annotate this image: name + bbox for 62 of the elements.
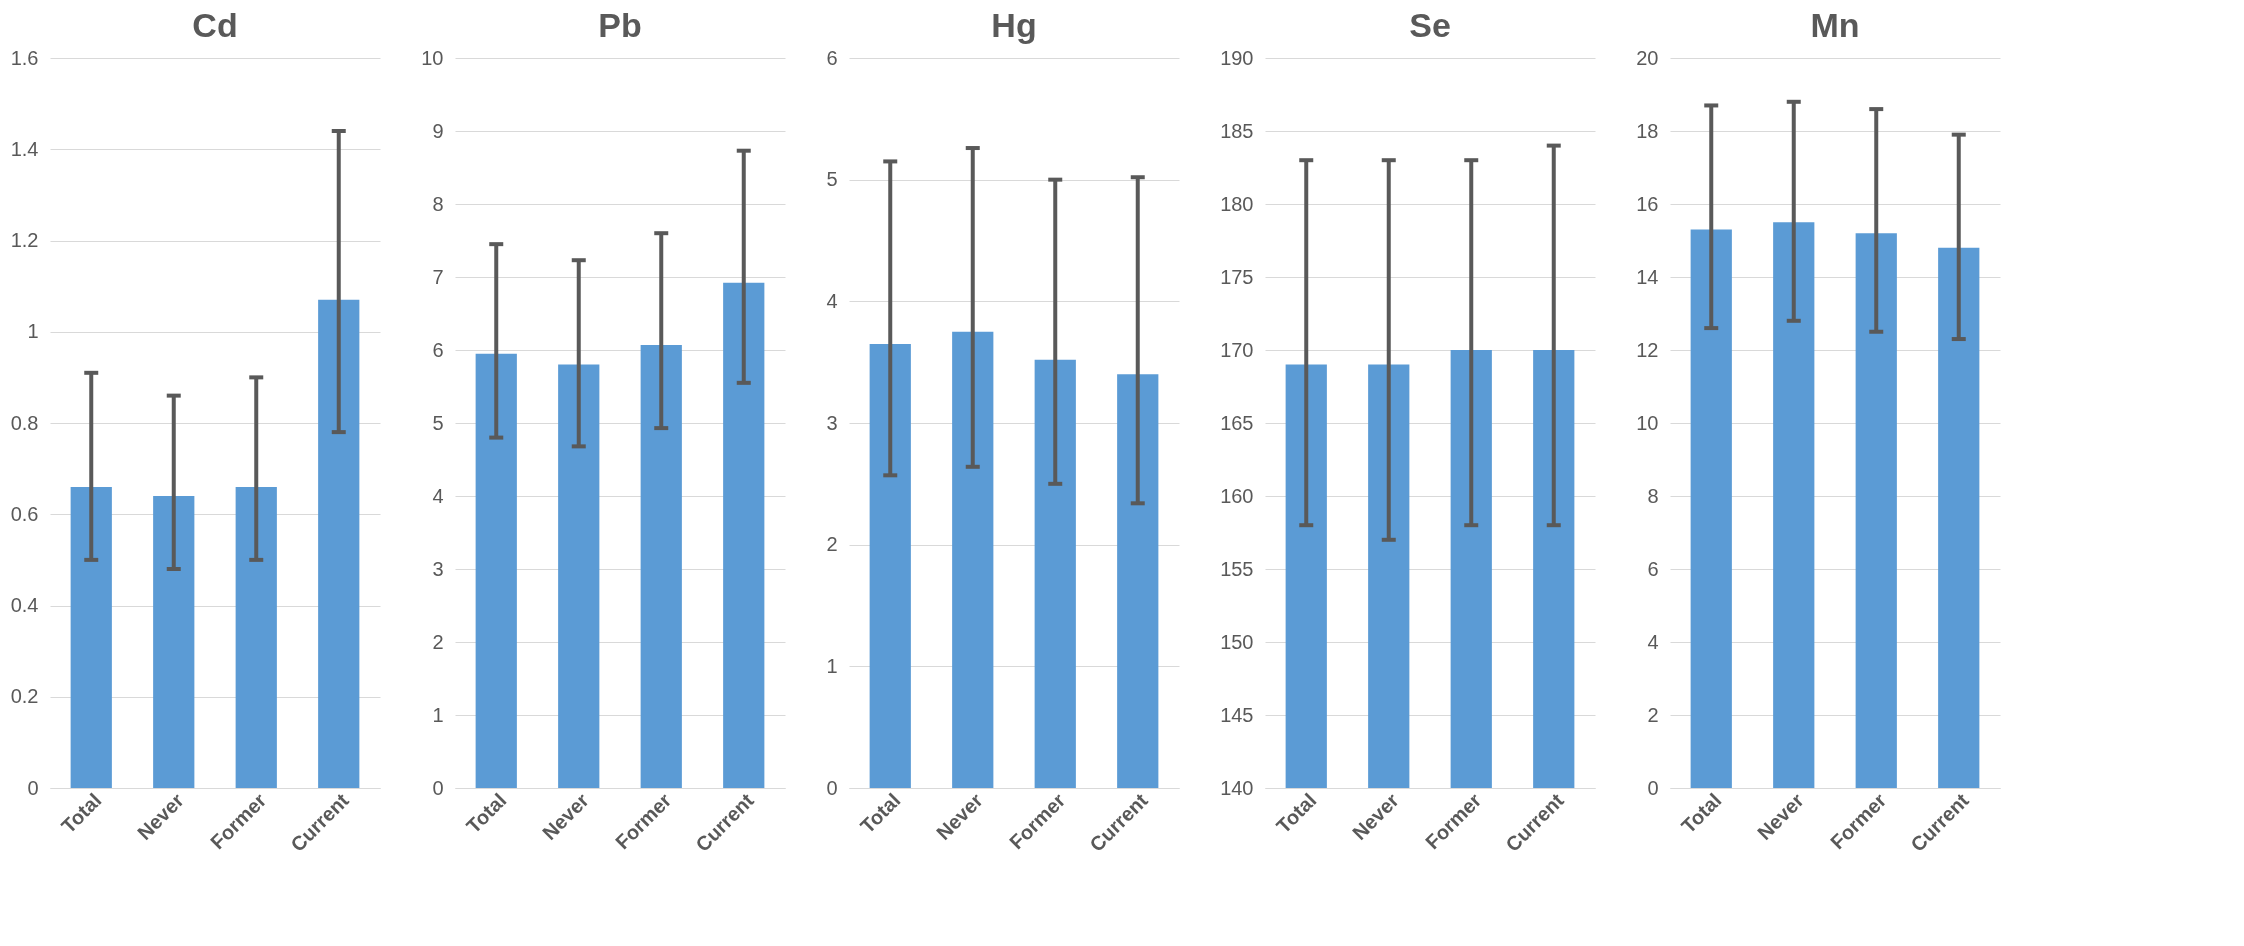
y-tick-label: 3 — [826, 411, 838, 434]
y-tick-label: 0.8 — [10, 411, 39, 434]
y-tick-label: 0 — [1647, 776, 1659, 799]
y-tick-label: 6 — [826, 46, 838, 69]
y-tick-label: 8 — [432, 192, 444, 215]
y-tick-label: 1.4 — [10, 137, 39, 160]
y-tick-label: 165 — [1220, 411, 1254, 434]
y-tick-label: 4 — [432, 484, 444, 507]
y-tick-label: 18 — [1636, 119, 1659, 142]
y-tick-label: 170 — [1220, 338, 1254, 361]
y-tick-label: 4 — [826, 289, 838, 312]
bar — [558, 364, 600, 788]
bar — [318, 299, 360, 788]
y-tick-label: 8 — [1647, 484, 1659, 507]
y-tick-label: 160 — [1220, 484, 1254, 507]
y-tick-label: 145 — [1220, 703, 1254, 726]
y-tick-label: 14 — [1636, 265, 1659, 288]
bar — [235, 486, 277, 788]
y-tick-label: 155 — [1220, 557, 1254, 580]
y-tick-label: 0 — [27, 776, 39, 799]
y-tick-label: 1.2 — [10, 229, 39, 251]
y-tick-label: 5 — [826, 168, 838, 191]
y-tick-label: 20 — [1636, 46, 1659, 69]
y-tick-label: 9 — [432, 119, 444, 142]
y-tick-label: 190 — [1220, 46, 1254, 69]
y-tick-label: 2 — [826, 533, 838, 556]
y-tick-label: 0 — [826, 776, 838, 799]
bar — [640, 344, 682, 788]
y-tick-label: 1.6 — [10, 46, 39, 69]
bar — [153, 496, 195, 788]
y-tick-label: 6 — [1647, 557, 1659, 580]
y-tick-label: 0.6 — [10, 502, 39, 525]
chart-title: Hg — [991, 6, 1037, 44]
y-tick-label: 1 — [826, 654, 838, 677]
y-tick-label: 4 — [1647, 630, 1659, 653]
y-tick-label: 1 — [432, 703, 444, 726]
y-tick-label: 0.2 — [10, 685, 39, 708]
bar — [723, 282, 765, 788]
chart-title: Cd — [192, 6, 238, 44]
y-tick-label: 2 — [1647, 703, 1659, 726]
y-tick-label: 0 — [432, 776, 444, 799]
y-tick-label: 1 — [27, 320, 39, 343]
y-tick-label: 185 — [1220, 119, 1254, 142]
y-tick-label: 5 — [432, 411, 444, 434]
y-tick-label: 0.4 — [10, 594, 39, 616]
y-tick-label: 7 — [432, 265, 444, 288]
y-tick-label: 175 — [1220, 265, 1254, 288]
y-tick-label: 10 — [1636, 411, 1659, 434]
y-tick-label: 6 — [432, 338, 444, 361]
y-tick-label: 150 — [1220, 630, 1254, 653]
y-tick-label: 180 — [1220, 192, 1254, 215]
y-tick-label: 140 — [1220, 776, 1254, 799]
y-tick-label: 10 — [421, 46, 444, 69]
chart-title: Se — [1409, 6, 1451, 44]
y-tick-label: 3 — [432, 557, 444, 580]
y-tick-label: 16 — [1636, 192, 1659, 215]
y-tick-label: 2 — [432, 630, 444, 653]
y-tick-label: 12 — [1636, 338, 1659, 361]
chart-title: Mn — [1810, 6, 1860, 44]
chart-title: Pb — [598, 6, 642, 44]
bar — [475, 353, 517, 788]
bar — [70, 486, 112, 788]
